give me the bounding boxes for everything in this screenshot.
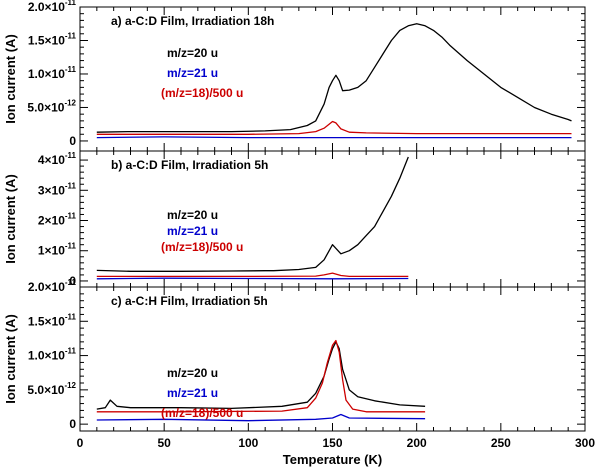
y-axis-title: Ion current (A)	[3, 174, 18, 264]
y-axis-title: Ion current (A)	[3, 314, 18, 404]
x-tick-label: 300	[575, 436, 595, 450]
series-line-1	[96, 341, 426, 410]
plot-frame	[79, 286, 586, 432]
y-tick-label: 1.0×10-11	[28, 65, 77, 81]
panel-a: 0 5.0×10-12 1.0×10-11 1.5×10-11 2.0×10-11 a) …	[3, 0, 586, 152]
series-line-2	[96, 277, 409, 280]
panel-title: b) a-C:D Film, Irradiation 5h	[111, 158, 268, 172]
y-tick-label: 0	[69, 134, 76, 148]
y-tick-label: 1.0×10-11	[28, 347, 77, 363]
series-line-1	[96, 23, 572, 133]
y-tick-label: 1.5×10-11	[28, 31, 77, 47]
legend-entry-1: m/z=20 u	[167, 46, 218, 60]
y-tick-label: 0	[69, 274, 76, 288]
series-line-2	[96, 413, 426, 422]
plot-frame	[79, 6, 586, 152]
x-tick-label: 50	[157, 436, 171, 450]
legend-entry-1: m/z=20 u	[167, 208, 218, 222]
x-tick-label: 250	[491, 436, 511, 450]
y-axis-title: Ion current (A)	[3, 34, 18, 124]
y-tick-label: 3×10-11	[38, 181, 77, 197]
y-tick-label: 2×10-11	[38, 212, 77, 228]
x-axis-title: Temperature (K)	[283, 452, 382, 467]
panel-title: c) a-C:H Film, Irradiation 5h	[111, 294, 268, 308]
panel-title: a) a-C:D Film, Irradiation 18h	[111, 14, 274, 28]
series-line-3	[96, 339, 426, 413]
series-line-2	[96, 136, 572, 139]
legend-entry-3: (m/z=18)/500 u	[161, 240, 243, 254]
y-tick-label: 5.0×10-12	[27, 98, 76, 114]
x-tick-label: 200	[407, 436, 427, 450]
y-tick-label: 1×10-11	[38, 242, 77, 258]
x-tick-label: 150	[322, 436, 342, 450]
series-line-3	[96, 120, 572, 135]
legend-entry-2: m/z=21 u	[167, 224, 218, 238]
y-tick-label: 5.0×10-12	[27, 381, 76, 397]
panel-b: 0 1×10-11 2×10-11 3×10-11 4×10-11 b) a-C:D Fi…	[3, 150, 586, 288]
legend-entry-3: (m/z=18)/500 u	[161, 406, 243, 420]
series-line-1	[96, 156, 409, 272]
panel-c: 0 5.0×10-12 1.0×10-11 1.5×10-11 2.0×10-11 0 50…	[3, 278, 595, 467]
y-tick-label: 1.5×10-11	[28, 312, 77, 328]
x-tick-label: 0	[77, 436, 84, 450]
x-tick-label: 100	[238, 436, 258, 450]
legend-entry-1: m/z=20 u	[167, 366, 218, 380]
legend-entry-2: m/z=21 u	[167, 66, 218, 80]
legend-entry-3: (m/z=18)/500 u	[161, 86, 243, 100]
y-tick-label: 2.0×10-11	[28, 278, 77, 294]
y-tick-label: 2.0×10-11	[28, 0, 77, 14]
y-tick-label: 0	[69, 417, 76, 431]
series-line-3	[96, 272, 409, 278]
y-tick-label: 4×10-11	[38, 151, 77, 167]
legend-entry-2: m/z=21 u	[167, 386, 218, 400]
